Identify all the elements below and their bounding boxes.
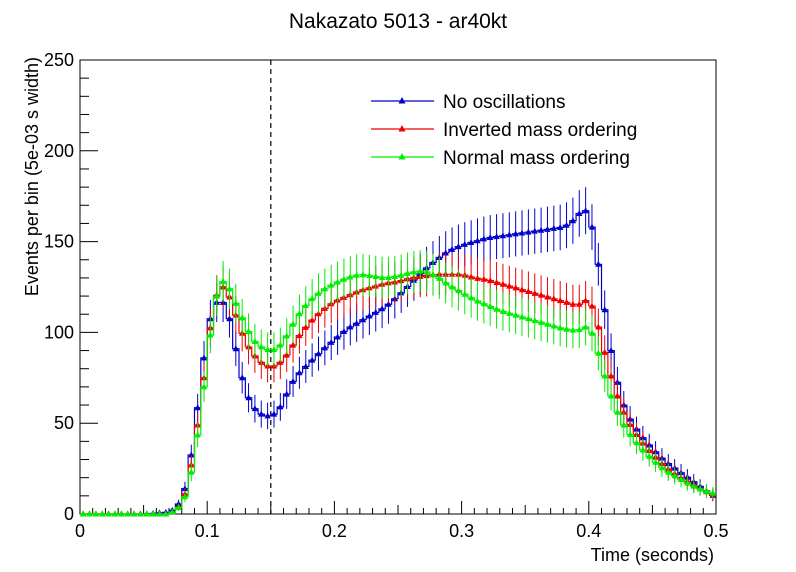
y-tick-label: 0: [64, 504, 74, 524]
series: [79, 187, 717, 517]
y-tick-label: 100: [44, 322, 74, 342]
y-tick-label: 250: [44, 50, 74, 70]
y-tick-label: 50: [54, 413, 74, 433]
series-line: [80, 210, 716, 515]
legend-marker: [398, 153, 406, 160]
y-tick-label: 150: [44, 232, 74, 252]
legend-label: Inverted mass ordering: [443, 120, 637, 141]
y-tick-label: 200: [44, 141, 74, 161]
y-axis: 0 50 100 150 200 250: [44, 50, 98, 524]
legend-item: No oscillations: [371, 92, 566, 113]
x-axis: 0 0.1 0.2 0.3 0.4 0.5: [75, 501, 729, 541]
series-layer: [79, 187, 717, 517]
legend-marker: [398, 97, 406, 104]
x-tick-label: 0.2: [322, 521, 347, 541]
series: [79, 250, 717, 517]
y-axis-label: Events per bin (5e-03 s width): [22, 57, 42, 296]
legend-label: No oscillations: [443, 92, 566, 113]
legend-label: Normal mass ordering: [443, 148, 630, 169]
legend-item: Normal mass ordering: [371, 148, 630, 169]
legend-marker: [398, 125, 406, 132]
x-tick-label: 0.5: [703, 521, 728, 541]
x-tick-label: 0.1: [195, 521, 220, 541]
x-tick-label: 0.4: [576, 521, 601, 541]
series-line: [80, 270, 716, 515]
x-axis-label: Time (seconds): [591, 545, 714, 565]
chart-title: Nakazato 5013 - ar40kt: [289, 10, 507, 33]
x-tick-label: 0: [75, 521, 85, 541]
x-tick-label: 0.3: [449, 521, 474, 541]
legend: No oscillations Inverted mass ordering Nor…: [371, 92, 637, 169]
legend-item: Inverted mass ordering: [371, 120, 637, 141]
